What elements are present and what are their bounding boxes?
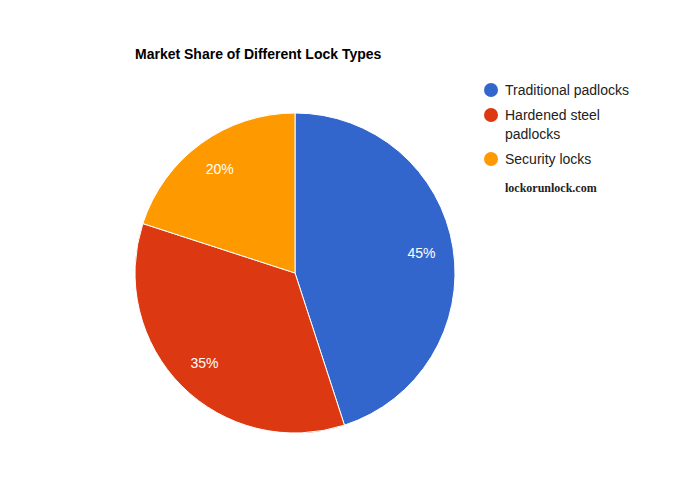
title: Market Share of Different Lock Types — [135, 46, 382, 62]
background — [0, 0, 700, 500]
legend-label-line: Security locks — [505, 151, 591, 167]
legend-label-line: padlocks — [505, 126, 560, 142]
pie-slice — [143, 113, 295, 273]
legend-label: Traditional padlocks — [505, 82, 629, 98]
data-label: 20% — [206, 161, 234, 177]
legend-label-line: Traditional padlocks — [505, 82, 629, 98]
data-label: 35% — [190, 355, 218, 371]
data-labels: 45% 35% 20% — [190, 161, 435, 371]
legend: Traditional padlocks Hardened steel padloc… — [484, 82, 629, 167]
legend-swatch — [484, 152, 498, 166]
chart: Market Share of Different Lock Types 45% 3… — [0, 0, 700, 500]
legend-label-line: Hardened steel — [505, 107, 600, 123]
data-label: 45% — [407, 245, 435, 261]
legend-swatch — [484, 108, 498, 122]
legend-label: Hardened steel padlocks — [505, 107, 600, 142]
legend-label: Security locks — [505, 151, 591, 167]
annotation: lockorunlock.com — [505, 181, 597, 195]
plot-area — [135, 113, 455, 433]
legend-swatch — [484, 83, 498, 97]
